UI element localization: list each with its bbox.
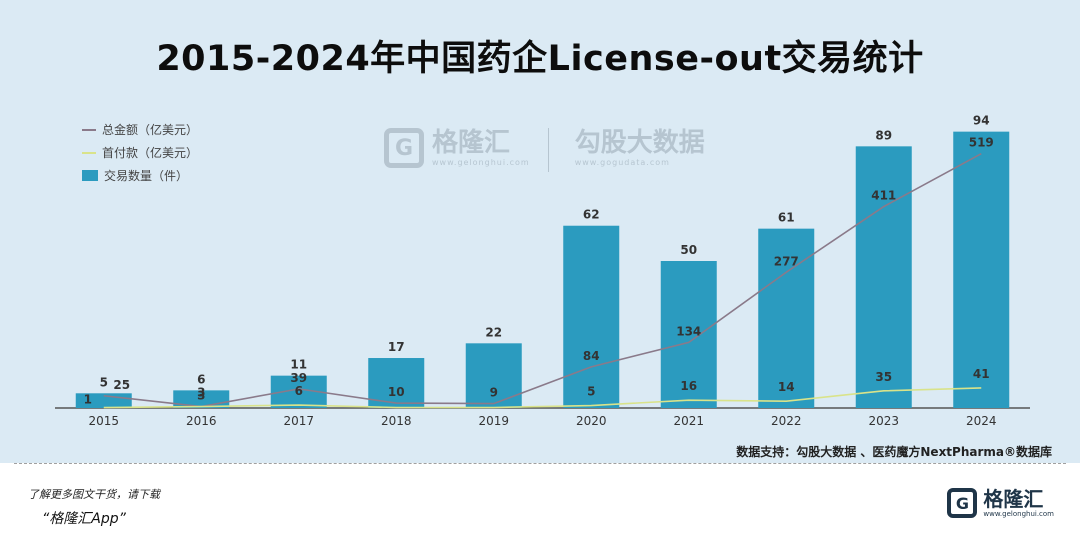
watermark-partner-name: 勾股大数据 [574, 128, 705, 158]
bar-label-2020: 62 [583, 208, 600, 222]
upfront-label-2015: 1 [84, 393, 92, 407]
total-label-2023: 411 [871, 189, 896, 203]
brand-logo-icon: G [947, 488, 978, 518]
total-amount-line [103, 152, 982, 408]
upfront-label-2024: 41 [973, 367, 990, 381]
total-label-2017: 39 [290, 371, 307, 385]
legend-upfront-swatch [82, 151, 96, 154]
upfront-label-2020: 5 [587, 385, 595, 399]
upfront-label-2017: 6 [295, 384, 303, 398]
bar-label-2017: 11 [290, 358, 307, 372]
upfront-payment-line [103, 387, 982, 409]
watermark: G 格隆汇 www.gelonghui.com 勾股大数据 www.goguda… [384, 128, 705, 172]
x-tick-2020: 2020 [576, 414, 607, 428]
footer-brand: G 格隆汇 www.gelonghui.com [947, 488, 1054, 518]
brand-name: 格隆汇 [983, 487, 1044, 511]
watermark-name: 格隆汇 [432, 128, 511, 158]
legend-total-swatch [82, 128, 96, 131]
chart-legend: 总金额（亿美元） 首付款（亿美元） 交易数量（件） [82, 118, 198, 187]
watermark-url: www.gelonghui.com [432, 158, 530, 167]
legend-item-count: 交易数量（件） [82, 164, 198, 187]
total-label-2019: 9 [490, 386, 498, 400]
footer-divider [14, 463, 1066, 464]
bar-label-2024: 94 [973, 114, 990, 128]
total-label-2015: 25 [113, 378, 130, 392]
total-label-2018: 10 [388, 385, 405, 399]
legend-item-upfront: 首付款（亿美元） [82, 141, 198, 164]
chart-title: 2015-2024年中国药企License-out交易统计 [156, 39, 924, 79]
bar-2021 [660, 261, 717, 408]
x-tick-2021: 2021 [673, 414, 704, 428]
upfront-label-2022: 14 [778, 380, 795, 394]
brand-text: 格隆汇 www.gelonghui.com [983, 488, 1054, 518]
bar-label-2021: 50 [680, 243, 697, 257]
bar-2022 [758, 228, 815, 408]
total-label-2016: 3 [197, 389, 205, 403]
footer-app-name: “格隆汇App” [42, 511, 126, 527]
total-label-2020: 84 [583, 349, 600, 363]
upfront-label-2021: 16 [680, 379, 697, 393]
bar-2023 [855, 146, 912, 408]
upfront-label-2023: 35 [875, 370, 892, 384]
x-tick-2015: 2015 [88, 414, 119, 428]
x-tick-2019: 2019 [478, 414, 509, 428]
watermark-partner-url: www.gogudata.com [574, 158, 670, 167]
total-label-2021: 134 [676, 324, 701, 338]
legend-upfront-label: 首付款（亿美元） [102, 146, 199, 160]
x-tick-2024: 2024 [966, 414, 997, 428]
x-tick-2016: 2016 [186, 414, 217, 428]
bar-label-2015: 5 [100, 375, 108, 389]
total-label-2024: 519 [969, 136, 994, 150]
watermark-partner: 勾股大数据 www.gogudata.com [575, 128, 705, 167]
watermark-divider [547, 128, 549, 172]
bar-label-2023: 89 [875, 128, 892, 142]
bar-2024 [953, 131, 1010, 408]
x-tick-2022: 2022 [771, 414, 802, 428]
x-tick-2018: 2018 [381, 414, 412, 428]
bar-label-2022: 61 [778, 211, 795, 225]
legend-count-label: 交易数量（件） [104, 169, 189, 183]
legend-count-swatch [82, 170, 98, 181]
watermark-logo-icon: G [384, 128, 424, 168]
x-tick-2023: 2023 [868, 414, 899, 428]
bar-label-2019: 22 [485, 325, 502, 339]
legend-total-label: 总金额（亿美元） [102, 123, 199, 137]
footer-note: 了解更多图文干货，请下载 [28, 488, 160, 501]
x-tick-2017: 2017 [283, 414, 314, 428]
bar-label-2018: 17 [388, 340, 405, 354]
watermark-brand: 格隆汇 www.gelonghui.com [432, 128, 530, 167]
legend-item-total: 总金额（亿美元） [82, 118, 198, 141]
bar-2020 [563, 225, 620, 408]
data-source: 数据支持：勾股大数据 、医药魔方NextPharma®数据库 [736, 445, 1052, 459]
bar-label-2016: 6 [197, 372, 205, 386]
brand-url: www.gelonghui.com [983, 510, 1054, 518]
total-label-2022: 277 [774, 254, 799, 268]
upfront-label-2016: 3 [197, 386, 205, 400]
